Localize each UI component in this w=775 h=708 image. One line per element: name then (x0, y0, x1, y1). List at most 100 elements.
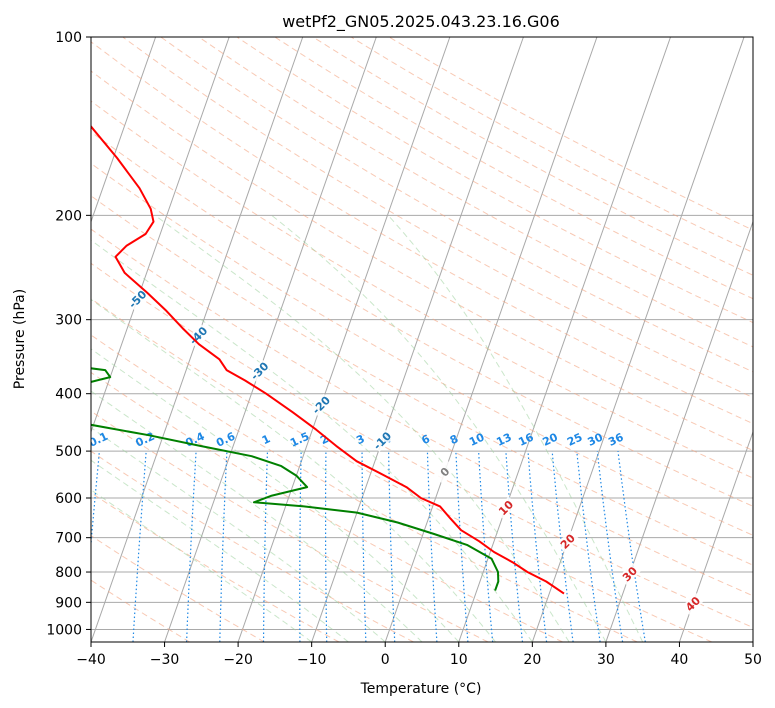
mixing-ratio-line (505, 451, 524, 642)
moist-adiabat (91, 348, 460, 642)
mixing-ratio-line (186, 451, 197, 642)
isotherm (0, 37, 9, 642)
dry-adiabat (161, 37, 753, 373)
mixing-ratio-line (132, 451, 147, 642)
isotherm-label-bg (681, 592, 705, 616)
y-axis: 100 200 300 400 500 600 700 800 900 1000 (46, 30, 91, 638)
x-tick-label: 20 (523, 652, 541, 668)
dry-adiabat (91, 371, 563, 642)
line-labels: 0.10.20.40.611.52346810131620253036-100-… (13, 191, 705, 616)
isotherm (91, 37, 230, 434)
dewpoint-profile (91, 367, 500, 591)
mixing-ratio-line (325, 451, 328, 642)
isotherm-label-bg (309, 393, 333, 417)
moist-adiabat (91, 239, 533, 642)
moist-adiabat (91, 298, 496, 642)
dry-adiabat (91, 41, 753, 425)
dry-adiabat (237, 37, 753, 324)
isotherm (458, 37, 671, 642)
moist-adiabat (91, 390, 423, 642)
isotherm-label-bg (556, 530, 579, 553)
x-tick-label: −20 (223, 652, 253, 668)
mixing-ratio-label: 0.1 (87, 430, 110, 450)
mixing-ratio-line (576, 451, 601, 642)
mixing-ratio-label: 30 (586, 430, 606, 448)
x-axis: −40 −30 −20 −10 0 10 20 30 40 50 (76, 642, 762, 668)
chart-title: wetPf2_GN05.2025.043.23.16.G06 (282, 12, 560, 32)
isotherm-label: -10 (371, 429, 394, 452)
moist-adiabat (387, 214, 644, 642)
isotherm-label: -60 (69, 242, 92, 265)
y-tick-label: 700 (55, 531, 82, 547)
mixing-ratio-label: 16 (516, 430, 536, 448)
dry-adiabat (91, 131, 753, 507)
moist-adiabat (154, 214, 570, 642)
mixing-ratio-label: 3 (354, 432, 366, 447)
isotherm (164, 37, 377, 642)
dry-adiabat (91, 228, 753, 597)
plot-frame (90, 36, 754, 643)
x-tick-label: 0 (381, 652, 390, 668)
x-axis-label: Temperature (°C) (360, 681, 482, 697)
mixing-ratio-line (527, 451, 548, 642)
x-tick-label: 30 (597, 652, 615, 668)
mixing-ratio-label: 36 (606, 430, 626, 448)
mixing-ratio-line (478, 451, 494, 642)
x-tick-label: −40 (76, 652, 106, 668)
dry-adiabat (275, 37, 753, 300)
dry-adiabat (122, 37, 753, 399)
mixing-ratio-label: 13 (494, 431, 513, 449)
isotherm-label-bg (433, 460, 457, 484)
y-tick-label: 900 (55, 595, 82, 611)
x-tick-label: −10 (297, 652, 327, 668)
isotherm-label-bg (494, 496, 518, 520)
mixing-ratio-line (455, 451, 469, 642)
isotherm-label-bg (13, 191, 36, 214)
x-tick-label: 40 (671, 652, 689, 668)
isotherm-label: -20 (310, 394, 333, 417)
dry-adiabat (91, 100, 753, 479)
x-tick-label: −30 (150, 652, 180, 668)
isotherm-label-bg (370, 429, 394, 452)
isotherm-label: -70 (13, 191, 36, 214)
dry-adiabat (199, 37, 753, 348)
mixing-ratio-line (596, 451, 624, 642)
isotherm-label-bg (91, 242, 92, 265)
mixing-ratio-label: 10 (467, 430, 487, 448)
mixing-ratio-label: 1.5 (288, 430, 311, 450)
profiles (91, 124, 565, 595)
isotherm (91, 37, 157, 224)
y-tick-label: 600 (55, 491, 82, 507)
dry-adiabat (91, 195, 753, 566)
isotherm-label-bg (618, 562, 641, 586)
isotherm (384, 37, 598, 642)
y-axis-label: Pressure (hPa) (12, 289, 28, 389)
isotherm-label-bg (126, 287, 149, 311)
mixing-ratio-line (361, 451, 367, 642)
y-tick-label: 800 (55, 565, 82, 581)
dry-adiabat (351, 37, 753, 254)
y-tick-label: 1000 (46, 622, 82, 638)
dry-adiabat (91, 162, 753, 536)
dry-adiabat (91, 70, 753, 452)
mixing-ratio-line (262, 451, 269, 642)
dry-adiabat (91, 450, 414, 642)
isotherm (752, 640, 753, 642)
isotherm (678, 430, 753, 642)
dry-adiabat (91, 535, 265, 642)
dry-adiabat (313, 37, 753, 276)
x-tick-label: 50 (744, 652, 762, 668)
y-tick-label: 400 (55, 387, 82, 403)
x-tick-label: 10 (450, 652, 468, 668)
dry-adiabat (91, 492, 340, 642)
dry-adiabat (91, 298, 713, 642)
moist-adiabat (91, 489, 312, 642)
isotherm (237, 37, 451, 642)
isotherm (605, 220, 753, 642)
mixing-ratio-label: 8 (448, 432, 460, 447)
dry-adiabat (91, 579, 190, 642)
y-tick-label: 200 (55, 208, 82, 224)
y-tick-label: 300 (55, 313, 82, 329)
mixing-ratio-label: 25 (565, 431, 584, 449)
